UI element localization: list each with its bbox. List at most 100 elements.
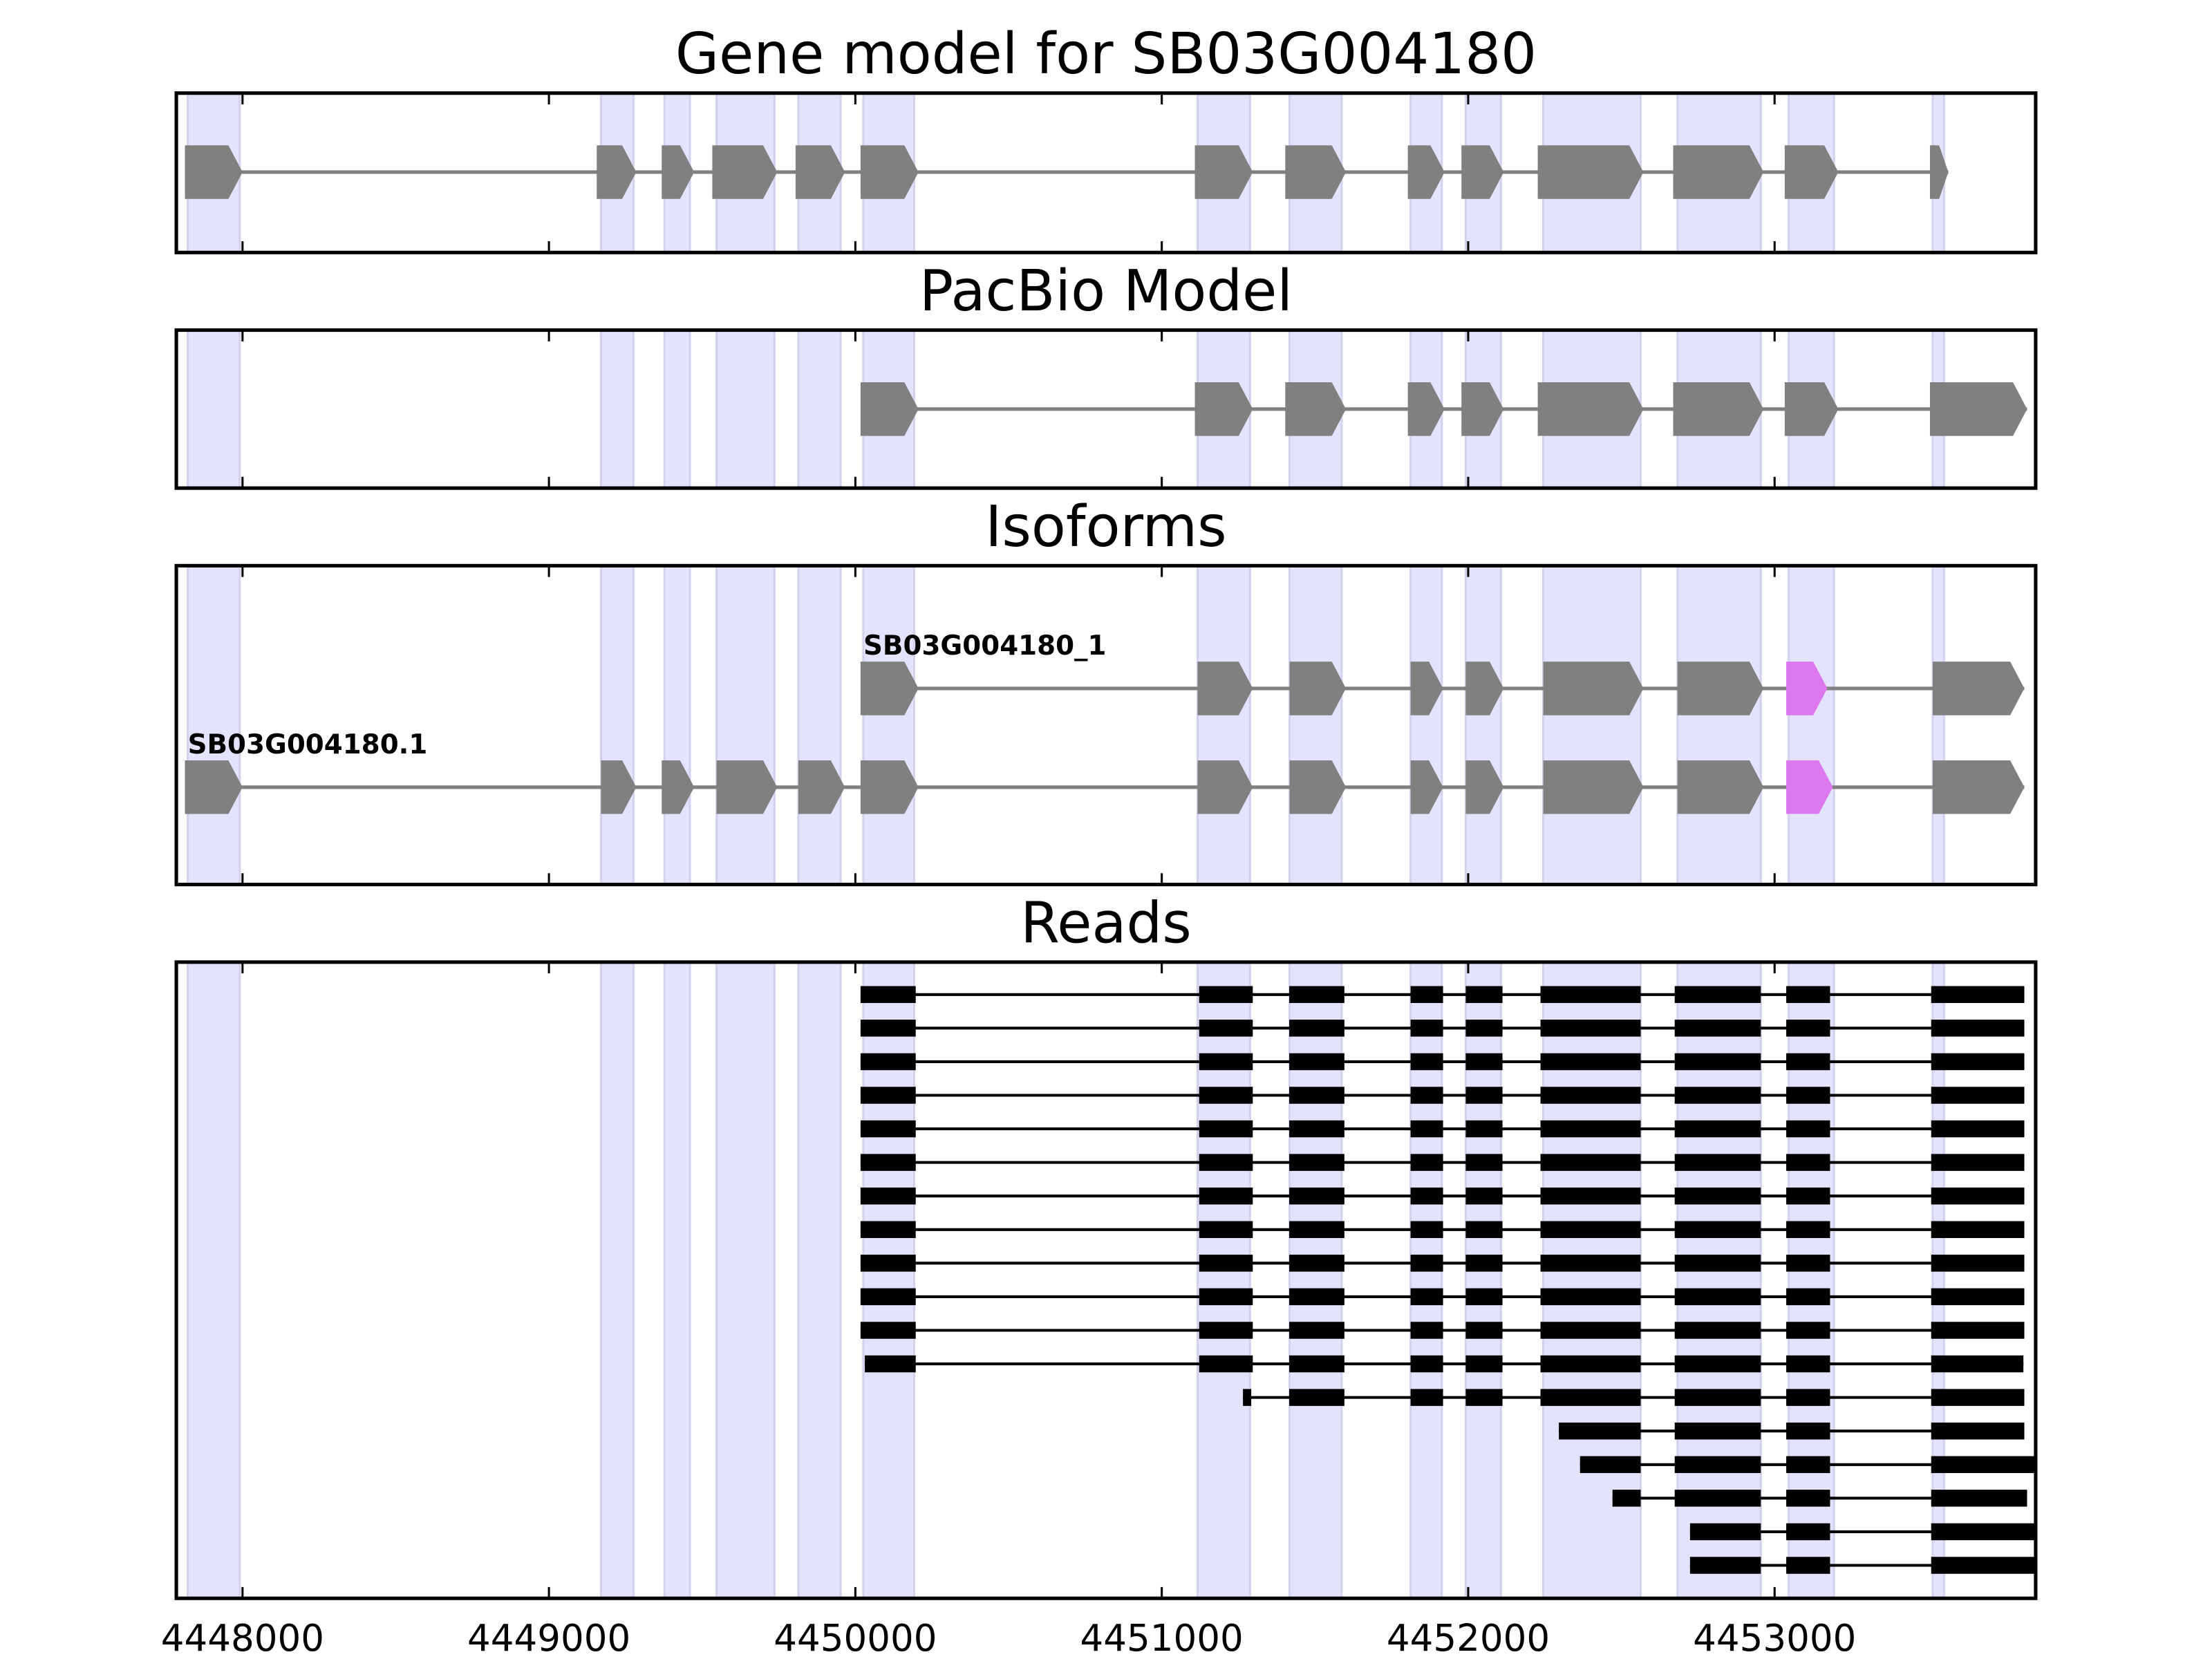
read-block [1465, 1389, 1503, 1406]
read-block [1931, 1053, 2025, 1071]
read-block [1199, 1053, 1253, 1071]
read-block [1931, 1221, 2025, 1239]
read-block [1674, 1255, 1761, 1272]
read-block [1786, 1087, 1830, 1104]
read-block [860, 1187, 916, 1205]
read-block [1786, 1355, 1830, 1373]
read-block [1289, 1288, 1344, 1306]
read-block [1674, 1389, 1761, 1406]
read-block [1786, 1187, 1830, 1205]
read-block [1931, 1355, 2024, 1373]
read-block [1465, 1053, 1503, 1071]
read-block [1786, 1120, 1830, 1138]
read-block [1465, 1322, 1503, 1339]
read-block [1289, 1322, 1344, 1339]
read-block [1410, 1120, 1443, 1138]
x-tick-label: 4453000 [1693, 1617, 1856, 1659]
exon-arrow [1410, 760, 1443, 814]
read-block [1540, 1255, 1641, 1272]
read-block [1465, 1255, 1503, 1272]
read-block [1931, 1490, 2027, 1507]
x-tick-label: 4448000 [161, 1617, 324, 1659]
read-block [1674, 986, 1761, 1004]
read-block [1410, 986, 1443, 1004]
read-block [1199, 1020, 1253, 1037]
read-block [1674, 1154, 1761, 1171]
shaded-exon-region [599, 329, 635, 489]
read-block [1931, 1422, 2025, 1440]
exon-arrow [1932, 662, 2025, 715]
x-tick-label: 4449000 [467, 1617, 630, 1659]
read-block [1931, 1523, 2036, 1541]
read-block [1465, 1355, 1503, 1373]
exon-arrow [1194, 382, 1253, 436]
read-block [1465, 1120, 1503, 1138]
exon-arrow [860, 382, 919, 436]
read-block [1199, 1120, 1253, 1138]
shaded-exon-region [1464, 564, 1502, 886]
exon-arrow [601, 760, 637, 814]
read-block [1674, 1053, 1761, 1071]
read-block [1931, 1120, 2025, 1138]
read-block [1289, 1221, 1344, 1239]
shaded-exon-region [663, 564, 691, 886]
panel-gene-model-for-sb03g004180: Gene model for SB03G004180 [174, 21, 2038, 254]
read-block [1289, 1255, 1344, 1272]
read-block [1540, 1221, 1641, 1239]
panel-frame [174, 328, 2038, 490]
shaded-exon-region [663, 961, 691, 1600]
read-block [1786, 1422, 1830, 1440]
shaded-exon-region [862, 564, 916, 886]
exon-arrow [1410, 662, 1443, 715]
exon-arrow [1932, 760, 2025, 814]
read-block [1465, 1288, 1503, 1306]
read-block [1243, 1389, 1252, 1406]
read-block [860, 1288, 916, 1306]
read-block [860, 1221, 916, 1239]
shaded-exon-region [715, 329, 776, 489]
read-block [1289, 986, 1344, 1004]
read-block [1540, 1154, 1641, 1171]
x-tick-label: 4451000 [1080, 1617, 1244, 1659]
isoform-label: SB03G004180_1 [863, 630, 1106, 662]
read-block [1199, 986, 1253, 1004]
read-block [1674, 1221, 1761, 1239]
exon-arrow [1465, 662, 1504, 715]
exon-arrow [1786, 760, 1833, 814]
read-block [1199, 1221, 1253, 1239]
read-block [860, 986, 916, 1004]
exon-arrow [1673, 382, 1764, 436]
panel-title: PacBio Model [919, 259, 1293, 324]
read-block [1559, 1422, 1641, 1440]
exon-arrow [1537, 145, 1644, 199]
read-block [1931, 1087, 2025, 1104]
read-block [1786, 1322, 1830, 1339]
read-block [1674, 1322, 1761, 1339]
read-block [1540, 1120, 1641, 1138]
read-block [1612, 1490, 1641, 1507]
read-block [1786, 986, 1830, 1004]
read-block [1674, 1456, 1761, 1474]
exon-arrow [860, 662, 919, 715]
read-block [1410, 1053, 1443, 1071]
read-block [1580, 1456, 1641, 1474]
read-block [1410, 1288, 1443, 1306]
read-block [1465, 1020, 1503, 1037]
read-block [1674, 1120, 1761, 1138]
read-block [1931, 1020, 2025, 1037]
exon-arrow [1786, 662, 1828, 715]
shaded-exon-region [1931, 564, 1945, 886]
read-block [1540, 1187, 1641, 1205]
read-block [1931, 1557, 2036, 1574]
exon-arrow [185, 760, 243, 814]
exon-arrow [597, 145, 637, 199]
read-block [1410, 1389, 1443, 1406]
read-block [1540, 1355, 1641, 1373]
x-tick-label: 4452000 [1387, 1617, 1550, 1659]
read-block [1674, 1422, 1761, 1440]
exon-arrow [716, 760, 778, 814]
read-block [865, 1355, 916, 1373]
read-block [1540, 986, 1641, 1004]
read-block [1289, 1187, 1344, 1205]
